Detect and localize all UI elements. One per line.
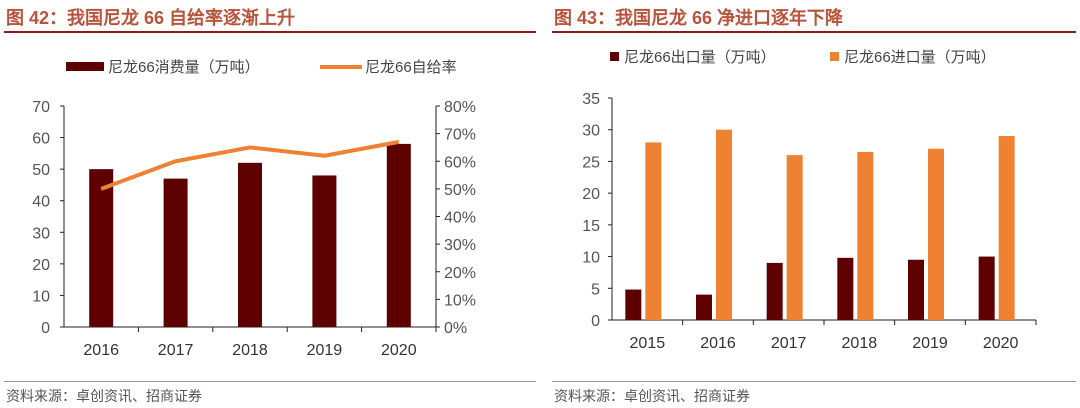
- x-tick-label: 2020: [381, 342, 417, 359]
- y-tick-label: 70: [32, 99, 50, 116]
- bar-import: [857, 151, 874, 320]
- y-tick-label: 60: [32, 131, 50, 148]
- y-tick-label: 25: [582, 154, 600, 171]
- y-tick-label: 10: [582, 250, 600, 267]
- legend-swatch-export: [610, 52, 619, 61]
- chart-42: 尼龙66消费量（万吨） 尼龙66自给率 0 10 20 30 40 50 60 70 0% 10% 20…: [32, 59, 476, 359]
- title-divider: [552, 31, 1076, 33]
- x-tick-label: 2016: [700, 335, 736, 352]
- y2-tick-label: 30%: [444, 237, 476, 254]
- x-tick-label: 2019: [307, 342, 343, 359]
- x-tick-label: 2019: [912, 335, 948, 352]
- x-tick-label: 2017: [158, 342, 194, 359]
- chart-panel-43: 图 43：我国尼龙 66 净进口逐年下降 尼龙66出口量（万吨） 尼龙66进口量（…: [548, 0, 1080, 408]
- source-divider: [552, 381, 1076, 382]
- bar-import: [928, 148, 944, 320]
- y-tick-label: 10: [32, 288, 50, 305]
- source-divider: [4, 381, 536, 382]
- chart-title: 图 42：我国尼龙 66 自给率逐渐上升: [6, 8, 296, 28]
- bar-export: [766, 262, 783, 320]
- legend-label: 尼龙66消费量（万吨）: [108, 59, 260, 76]
- bar-consumption: [386, 143, 411, 327]
- bar-import: [786, 155, 803, 320]
- x-tick-label: 2020: [983, 335, 1019, 352]
- source-note: 资料来源：卓创资讯、招商证券: [6, 388, 202, 404]
- y2-tick-label: 40%: [444, 210, 476, 227]
- x-tick-label: 2015: [630, 335, 666, 352]
- source-note: 资料来源：卓创资讯、招商证券: [554, 388, 750, 404]
- y2-tick-label: 20%: [444, 265, 476, 282]
- x-tick-label: 2016: [83, 342, 119, 359]
- chart-panel-42: 图 42：我国尼龙 66 自给率逐渐上升 尼龙66消费量（万吨） 尼龙66自给率 0…: [4, 8, 536, 404]
- title-divider: [4, 31, 536, 33]
- y-tick-label: 0: [591, 313, 600, 330]
- x-tick-label: 2017: [771, 335, 807, 352]
- y2-tick-label: 10%: [444, 292, 476, 309]
- bar-import: [998, 136, 1015, 320]
- legend-swatch-line: [320, 65, 362, 69]
- y-tick-label: 0: [41, 320, 50, 337]
- y-tick-label: 30: [582, 123, 600, 140]
- bar-import: [645, 142, 662, 320]
- legend-label: 尼龙66进口量（万吨）: [844, 49, 996, 66]
- y2-tick-label: 70%: [444, 127, 476, 144]
- chart-43: 尼龙66出口量（万吨） 尼龙66进口量（万吨） 0 5 10 15 20 25 30 35 2015…: [582, 49, 1037, 352]
- y2-tick-label: 0%: [444, 320, 467, 337]
- bar-export: [978, 256, 995, 320]
- bar-export: [908, 259, 924, 320]
- bar-consumption: [238, 162, 262, 327]
- y-tick-label: 35: [582, 91, 600, 108]
- y2-tick-label: 80%: [444, 99, 476, 116]
- y-tick-label: 15: [582, 218, 600, 235]
- bar-consumption: [312, 175, 337, 327]
- y-tick-label: 20: [582, 186, 600, 203]
- legend-swatch-import: [830, 52, 839, 61]
- y-tick-label: 40: [32, 194, 50, 211]
- legend-label: 尼龙66出口量（万吨）: [624, 49, 776, 66]
- y2-tick-label: 50%: [444, 182, 476, 199]
- line-self-sufficiency: [100, 139, 400, 191]
- bar-import: [716, 129, 732, 320]
- x-tick-label: 2018: [842, 335, 878, 352]
- bar-export: [625, 289, 642, 320]
- bar-consumption: [163, 178, 188, 327]
- legend-swatch-bar: [66, 62, 104, 71]
- bar-consumption: [89, 169, 114, 327]
- chart-title: 图 43：我国尼龙 66 净进口逐年下降: [554, 8, 844, 28]
- x-tick-label: 2018: [232, 342, 268, 359]
- y-tick-label: 20: [32, 257, 50, 274]
- y2-tick-label: 60%: [444, 154, 476, 171]
- bar-export: [696, 294, 712, 320]
- legend-label: 尼龙66自给率: [365, 59, 457, 76]
- y-tick-label: 50: [32, 162, 50, 179]
- y-tick-label: 5: [591, 281, 600, 298]
- y-tick-label: 30: [32, 225, 50, 242]
- bar-export: [837, 257, 854, 320]
